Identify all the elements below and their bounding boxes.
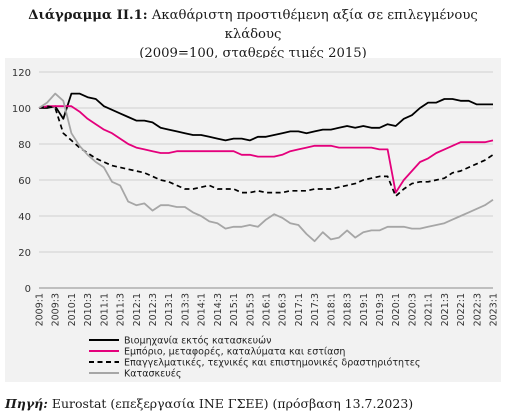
x-tick-label: 2015:1 [229, 293, 240, 326]
x-tick-label: 2017:1 [294, 293, 305, 326]
title-line-1: Διάγραμμα ΙΙ.1: Ακαθάριστη προστιθέμενη … [0, 6, 506, 44]
x-tick-label: 2013:1 [164, 293, 175, 326]
x-tick-label: 2015:3 [245, 293, 256, 326]
legend-label: Βιομηχανία εκτός κατασκευών [124, 336, 271, 347]
legend-label: Επαγγελματικές, τεχνικές και επιστημονικ… [124, 358, 421, 369]
y-tick-label: 20 [18, 248, 31, 259]
y-tick-label: 100 [12, 104, 31, 115]
series-line-4 [38, 92, 494, 243]
legend-label: Κατασκευές [124, 369, 181, 380]
y-axis: 0 20 40 60 80 100 120 [12, 68, 31, 295]
x-tick-label: 2012:1 [132, 293, 143, 326]
x-tick-label: 2018:3 [343, 293, 354, 326]
x-tick-label: 2020:3 [407, 293, 418, 326]
x-tick-label: 2021:1 [424, 293, 435, 326]
x-tick-label: 2010:1 [67, 293, 78, 326]
x-tick-label: 2018:1 [326, 293, 337, 326]
x-tick-label: 2014:3 [213, 293, 224, 326]
source-note: Πηγή: Eurostat (επεξεργασία ΙΝΕ ΓΣΕΕ) (π… [5, 396, 413, 411]
x-tick-label: 2020:1 [391, 293, 402, 326]
x-tick-label: 2016:3 [278, 293, 289, 326]
x-tick-label: 2017:3 [310, 293, 321, 326]
x-tick-label: 2011:1 [99, 293, 110, 326]
title-line-2: (2009=100, σταθερές τιμές 2015) [139, 46, 367, 61]
y-tick-label: 40 [18, 212, 31, 223]
y-tick-label: 60 [18, 176, 31, 187]
series-line-2 [38, 105, 494, 194]
x-tick-label: 2019:1 [359, 293, 370, 326]
grid-layer [39, 71, 493, 289]
series-layer [38, 92, 494, 243]
x-tick-label: 2023:1 [489, 293, 500, 326]
series-line-3 [38, 105, 494, 198]
x-tick-label: 2021:3 [440, 293, 451, 326]
source-text: Eurostat (επεξεργασία ΙΝΕ ΓΣΕΕ) (πρόσβασ… [51, 396, 414, 411]
title-bold: Διάγραμμα ΙΙ.1: [28, 8, 148, 23]
chart-title: Διάγραμμα ΙΙ.1: Ακαθάριστη προστιθέμενη … [0, 6, 506, 63]
x-tick-label: 2022:1 [456, 293, 467, 326]
x-axis: 2009:1 2009:3 2010:1 2010:3 2011:1 2011:3 2012… [35, 293, 500, 326]
x-tick-label: 2013:3 [180, 293, 191, 326]
y-tick-label: 120 [12, 68, 31, 79]
x-tick-label: 2022:3 [472, 293, 483, 326]
x-tick-label: 2014:1 [197, 293, 208, 326]
x-tick-label: 2012:3 [148, 293, 159, 326]
legend-label: Εμπόριο, μεταφορές, καταλύματα και εστία… [124, 347, 345, 358]
y-tick-label: 80 [18, 140, 31, 151]
line-chart: 0 20 40 60 80 100 120 2009:1 2009:3 2010:1 2010:3… [12, 68, 500, 380]
y-tick-label: 0 [25, 284, 31, 295]
title-line-1-text: Ακαθάριστη προστιθέμενη αξία σε επιλεγμέ… [151, 8, 478, 42]
x-tick-label: 2009:3 [51, 293, 62, 326]
source-label: Πηγή: [5, 396, 48, 411]
x-tick-label: 2019:3 [375, 293, 386, 326]
x-tick-label: 2016:1 [262, 293, 273, 326]
x-tick-label: 2009:1 [35, 293, 46, 326]
chart-area: 0 20 40 60 80 100 120 2009:1 2009:3 2010:1 2010:3… [5, 58, 501, 382]
series-line-1 [39, 92, 493, 142]
x-tick-label: 2010:3 [83, 293, 94, 326]
x-tick-label: 2011:3 [116, 293, 127, 326]
